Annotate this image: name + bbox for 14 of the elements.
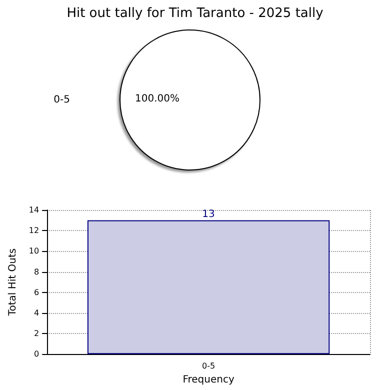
slice-label: 0-5 bbox=[54, 94, 70, 106]
data-label: 100.00% bbox=[135, 94, 180, 104]
y-tick-label: 4 bbox=[34, 308, 40, 318]
y-tick-label: 8 bbox=[34, 267, 40, 276]
y-tick-label: 12 bbox=[28, 226, 40, 236]
y-tick-label: 0 bbox=[34, 350, 40, 359]
y-tick-label: 10 bbox=[28, 246, 40, 256]
y-axis-title: Total Hit Outs bbox=[8, 248, 18, 317]
chart-title: Hit out tally for Tim Taranto - 2025 tally bbox=[66, 6, 324, 21]
data-label: 13 bbox=[202, 208, 215, 220]
y-tick-label: 2 bbox=[34, 329, 40, 338]
x-axis-title: Frequency bbox=[182, 374, 234, 386]
y-tick-label: 6 bbox=[34, 288, 40, 297]
y-tick-label: 14 bbox=[28, 206, 40, 214]
